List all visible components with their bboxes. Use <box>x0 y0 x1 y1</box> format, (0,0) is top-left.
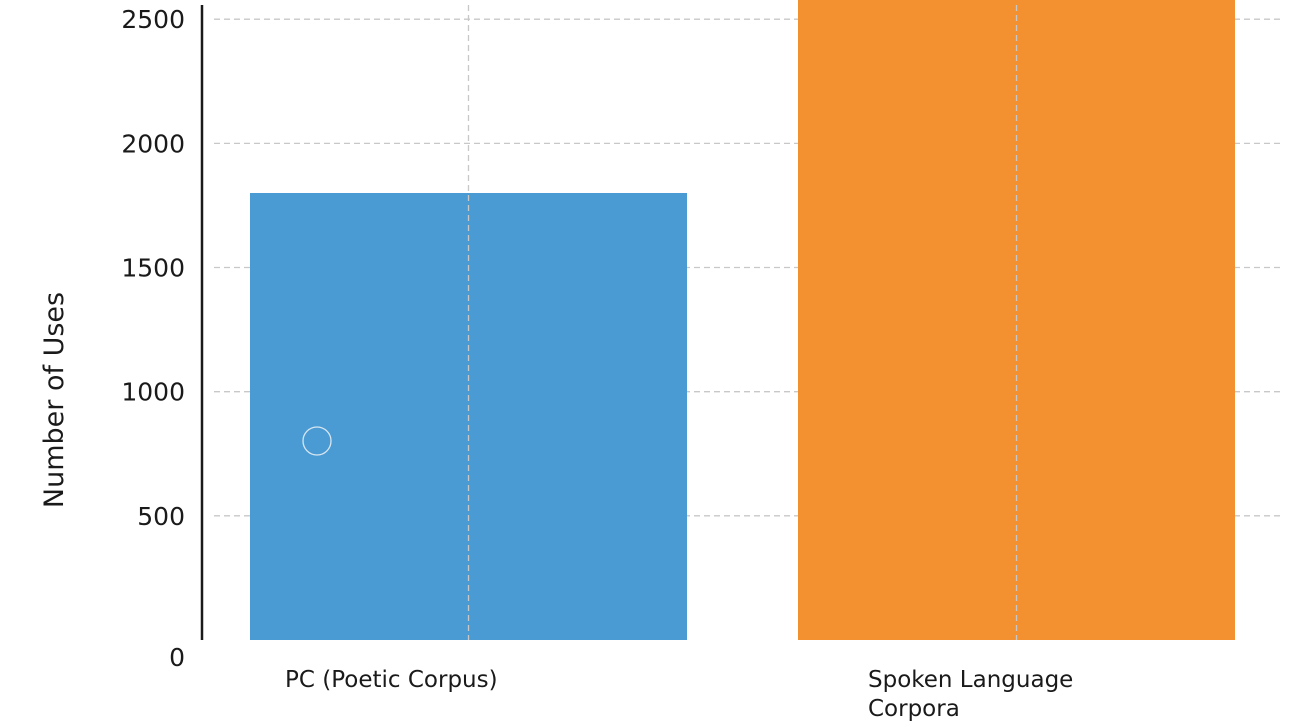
y-tick-label: 2000 <box>121 129 185 158</box>
x-tick-label: PC (Poetic Corpus) <box>285 667 498 693</box>
x-tick-label: Spoken Language Corpora <box>868 667 1073 722</box>
y-tick-label: 0 <box>169 643 185 672</box>
y-tick-label: 1500 <box>121 254 185 283</box>
y-tick-label: 1000 <box>121 378 185 407</box>
cursor-indicator-icon <box>302 426 332 456</box>
y-tick-labels: 0 500 1000 1500 2000 2500 <box>121 5 185 672</box>
vertical-grid-lines <box>467 5 1018 640</box>
x-tick-labels: PC (Poetic Corpus) Spoken Language Corpora <box>285 667 1073 722</box>
y-tick-label: 500 <box>137 502 185 531</box>
y-tick-label: 2500 <box>121 5 185 34</box>
bars <box>250 0 1235 641</box>
y-axis-title: Number of Uses <box>39 292 70 508</box>
